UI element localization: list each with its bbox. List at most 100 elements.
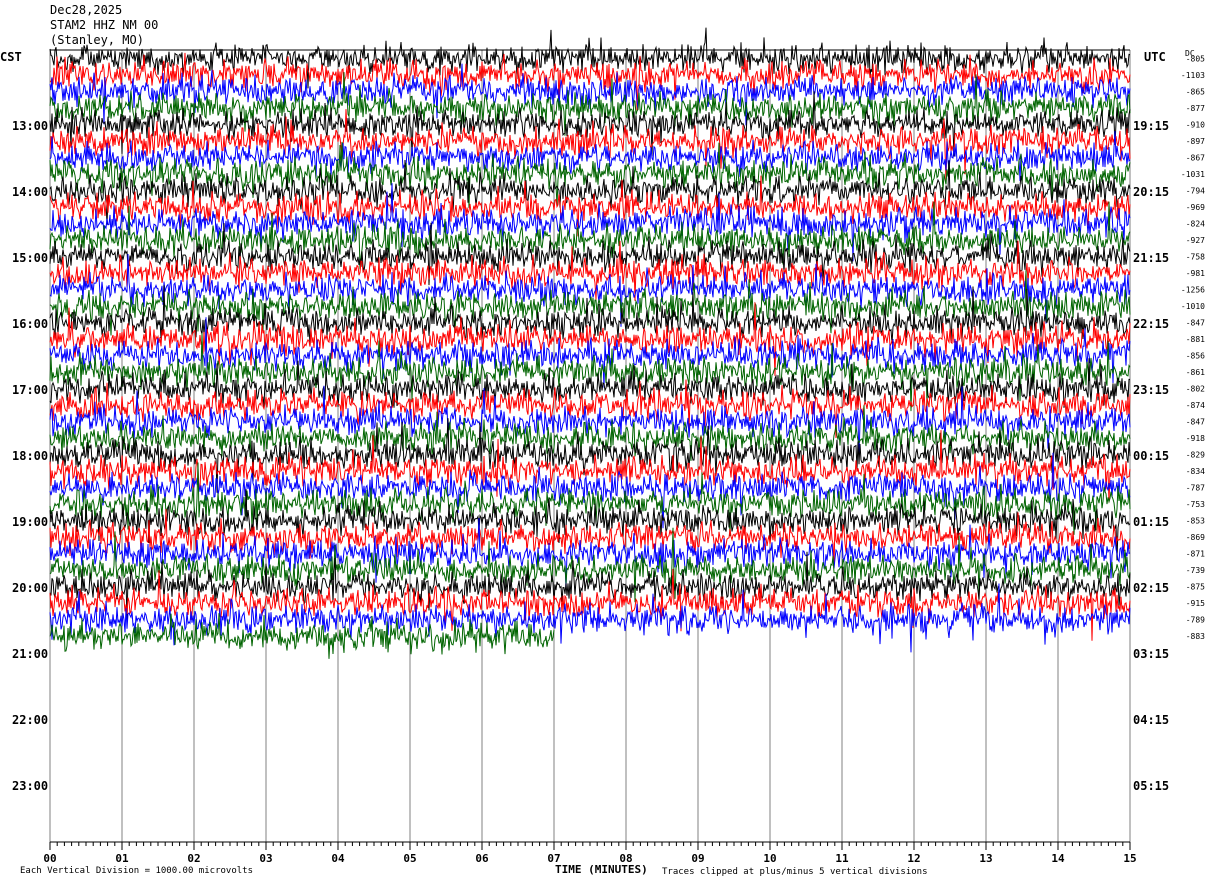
x-tick-label: 04 bbox=[331, 852, 345, 865]
x-tick-label: 07 bbox=[547, 852, 560, 865]
left-hour-label: 19:00 bbox=[12, 515, 49, 529]
dc-offset-label: -869 bbox=[1186, 533, 1205, 542]
header-location: (Stanley, MO) bbox=[50, 33, 144, 47]
left-hour-label: 18:00 bbox=[12, 449, 49, 463]
header-station: STAM2 HHZ NM 00 bbox=[50, 18, 159, 32]
x-tick-label: 02 bbox=[187, 852, 200, 865]
dc-offset-label: -981 bbox=[1186, 269, 1205, 278]
trace-7 bbox=[49, 141, 1131, 209]
dc-offset-label: -853 bbox=[1186, 516, 1205, 525]
dc-offset-label: -918 bbox=[1186, 434, 1205, 443]
trace-10 bbox=[49, 183, 1131, 262]
dc-offset-label: -1010 bbox=[1181, 302, 1205, 311]
trace-32 bbox=[49, 551, 1131, 622]
dc-offset-label: -969 bbox=[1186, 203, 1205, 212]
dc-offset-label: -856 bbox=[1186, 351, 1205, 360]
dc-offset-label: -802 bbox=[1186, 384, 1205, 393]
trace-18 bbox=[49, 317, 1131, 388]
dc-offset-label: -789 bbox=[1186, 615, 1205, 624]
trace-24 bbox=[49, 418, 1131, 493]
dc-offset-label: -758 bbox=[1186, 252, 1205, 261]
trace-2 bbox=[49, 63, 1131, 126]
right-hour-label: 23:15 bbox=[1133, 383, 1170, 397]
left-hour-label: 22:00 bbox=[12, 713, 49, 727]
dc-offset-label: -834 bbox=[1186, 467, 1205, 476]
x-tick-label: 15 bbox=[1123, 852, 1136, 865]
header-date: Dec28,2025 bbox=[50, 3, 123, 17]
trace-33 bbox=[49, 568, 1131, 641]
left-hour-label: 14:00 bbox=[12, 185, 49, 199]
right-hour-label: 22:15 bbox=[1133, 317, 1170, 331]
right-hour-label: 21:15 bbox=[1133, 251, 1170, 265]
trace-15 bbox=[49, 270, 1131, 336]
x-tick-label: 12 bbox=[907, 852, 920, 865]
trace-8 bbox=[49, 159, 1131, 225]
right-hour-label: 03:15 bbox=[1133, 647, 1170, 661]
left-hour-label: 17:00 bbox=[12, 383, 49, 397]
right-hour-label: 20:15 bbox=[1133, 185, 1170, 199]
trace-11 bbox=[49, 201, 1131, 270]
x-tick-label: 05 bbox=[403, 852, 416, 865]
trace-34 bbox=[49, 583, 1131, 653]
dc-offset-label: -794 bbox=[1186, 186, 1205, 195]
left-hour-label: 13:00 bbox=[12, 119, 49, 133]
dc-offset-label: -805 bbox=[1186, 54, 1205, 63]
trace-6 bbox=[49, 130, 1131, 182]
trace-25 bbox=[49, 430, 1131, 503]
dc-offset-label: -1031 bbox=[1181, 170, 1205, 179]
x-tick-label: 11 bbox=[835, 852, 849, 865]
trace-23 bbox=[49, 405, 1131, 461]
division-note: Each Vertical Division = 1000.00 microvo… bbox=[20, 866, 253, 876]
trace-20 bbox=[49, 358, 1130, 410]
right-hour-label: 19:15 bbox=[1133, 119, 1170, 133]
x-tick-label: 08 bbox=[619, 852, 632, 865]
trace-27 bbox=[49, 462, 1131, 537]
dc-offset-label: -883 bbox=[1186, 632, 1205, 641]
trace-28 bbox=[49, 488, 1131, 561]
left-hour-label: 15:00 bbox=[12, 251, 49, 265]
dc-offset-label: -824 bbox=[1186, 219, 1205, 228]
trace-35 bbox=[49, 613, 555, 659]
right-hour-label: 01:15 bbox=[1133, 515, 1170, 529]
trace-3 bbox=[49, 72, 1131, 136]
dc-offset-labels: -805 -1103 -865 -877 -910 -897 -867 -1031 -794 -9… bbox=[1181, 54, 1205, 641]
x-tick-label: 03 bbox=[259, 852, 272, 865]
trace-19 bbox=[49, 333, 1131, 412]
right-hour-label: 04:15 bbox=[1133, 713, 1170, 727]
clip-note: Traces clipped at plus/minus 5 vertical … bbox=[662, 867, 928, 877]
trace-0 bbox=[49, 27, 1131, 89]
x-axis-title: TIME (MINUTES) bbox=[555, 863, 648, 876]
dc-offset-label: -927 bbox=[1186, 236, 1205, 245]
time-axis: 00 01 02 03 04 05 06 07 08 09 10 11 12 13 14 15 bbox=[43, 841, 1137, 865]
trace-29 bbox=[49, 508, 1131, 567]
trace-26 bbox=[49, 452, 1131, 529]
dc-offset-label: -874 bbox=[1186, 401, 1205, 410]
right-hour-label: 02:15 bbox=[1133, 581, 1170, 595]
dc-offset-label: -867 bbox=[1186, 153, 1205, 162]
seismic-traces bbox=[49, 27, 1131, 659]
dc-offset-label: -865 bbox=[1186, 87, 1205, 96]
x-tick-label: 00 bbox=[43, 852, 56, 865]
cst-label: CST bbox=[0, 50, 22, 64]
x-tick-label: 01 bbox=[115, 852, 129, 865]
dc-offset-label: -897 bbox=[1186, 137, 1205, 146]
x-tick-label: 14 bbox=[1051, 852, 1065, 865]
dc-offset-label: -753 bbox=[1186, 500, 1205, 509]
x-tick-label: 10 bbox=[763, 852, 776, 865]
right-hour-label: 00:15 bbox=[1133, 449, 1170, 463]
dc-offset-label: -1103 bbox=[1181, 71, 1205, 80]
dc-offset-label: -1256 bbox=[1181, 285, 1205, 294]
dc-offset-label: -847 bbox=[1186, 417, 1205, 426]
trace-9 bbox=[49, 175, 1131, 237]
trace-21 bbox=[49, 379, 1131, 439]
dc-offset-label: -739 bbox=[1186, 566, 1205, 575]
x-tick-label: 06 bbox=[475, 852, 489, 865]
left-hour-label: 20:00 bbox=[12, 581, 49, 595]
dc-offset-label: -829 bbox=[1186, 450, 1205, 459]
left-hour-label: 23:00 bbox=[12, 779, 49, 793]
trace-13 bbox=[49, 240, 1131, 301]
x-tick-label: 09 bbox=[691, 852, 704, 865]
trace-4 bbox=[49, 91, 1131, 157]
dc-offset-label: -847 bbox=[1186, 318, 1205, 327]
